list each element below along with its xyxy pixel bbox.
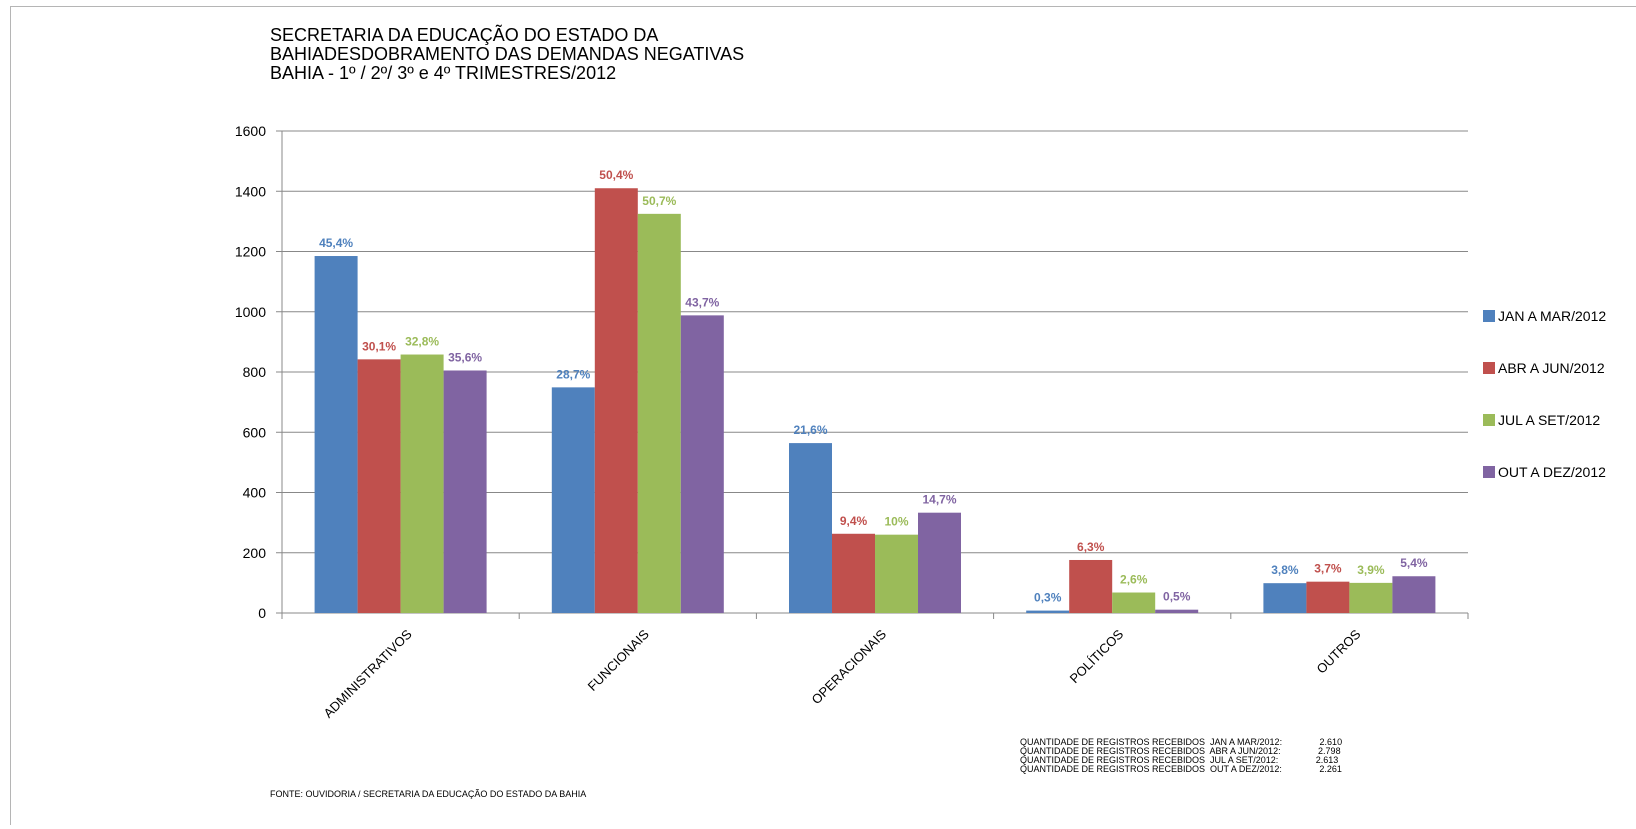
y-tick-label: 600 xyxy=(243,424,267,440)
bar xyxy=(551,387,595,613)
bar xyxy=(443,370,487,613)
y-tick-label: 1000 xyxy=(235,304,266,320)
bar xyxy=(314,256,358,613)
legend-label: OUT A DEZ/2012 xyxy=(1498,464,1606,480)
note-label: QUANTIDADE DE REGISTROS RECEBIDOS JUL A … xyxy=(1020,755,1279,765)
data-label: 0,5% xyxy=(1163,590,1191,604)
data-label: 0,3% xyxy=(1034,591,1062,605)
data-label: 50,4% xyxy=(599,168,633,182)
data-label: 21,6% xyxy=(793,423,827,437)
bar xyxy=(594,188,638,614)
y-tick-label: 1200 xyxy=(235,244,266,260)
x-tick-label: OUTROS xyxy=(1314,626,1364,676)
bar xyxy=(357,359,401,613)
data-label: 32,8% xyxy=(405,335,439,349)
data-label: 50,7% xyxy=(642,194,676,208)
data-label: 14,7% xyxy=(922,493,956,507)
bar xyxy=(1392,576,1436,613)
note-label: QUANTIDADE DE REGISTROS RECEBIDOS OUT A … xyxy=(1020,764,1282,774)
data-label: 2,6% xyxy=(1120,573,1148,587)
note-row: QUANTIDADE DE REGISTROS RECEBIDOS JUL A … xyxy=(1020,756,1342,765)
note-row: QUANTIDADE DE REGISTROS RECEBIDOS ABR A … xyxy=(1020,747,1342,756)
y-tick-label: 0 xyxy=(258,605,266,621)
legend: JAN A MAR/2012 ABR A JUN/2012 JUL A SET/… xyxy=(1483,290,1606,498)
bar xyxy=(1069,559,1113,613)
data-label: 5,4% xyxy=(1400,556,1428,570)
legend-swatch xyxy=(1483,414,1495,426)
legend-swatch xyxy=(1483,466,1495,478)
bar xyxy=(1349,582,1393,613)
data-label: 3,8% xyxy=(1271,563,1299,577)
bar xyxy=(1112,592,1156,613)
x-tick-label: OPERACIONAIS xyxy=(809,626,890,707)
data-label: 43,7% xyxy=(685,295,719,309)
data-label: 10% xyxy=(884,515,908,529)
data-label: 45,4% xyxy=(319,236,353,250)
note-value: 2.798 xyxy=(1318,746,1341,756)
bar xyxy=(400,354,444,613)
data-label: 3,7% xyxy=(1314,562,1342,576)
legend-item-jan-mar: JAN A MAR/2012 xyxy=(1483,290,1606,342)
title-line-3: BAHIA - 1º / 2º/ 3º e 4º TRIMESTRES/2012 xyxy=(270,63,617,83)
title-line-1: SECRETARIA DA EDUCAÇÃO DO ESTADO DA xyxy=(270,25,659,45)
data-label: 9,4% xyxy=(840,514,868,528)
bar xyxy=(680,315,724,613)
legend-swatch xyxy=(1483,362,1495,374)
y-tick-label: 400 xyxy=(243,485,267,501)
chart-title: SECRETARIA DA EDUCAÇÃO DO ESTADO DA BAHI… xyxy=(270,26,744,83)
note-value: 2.261 xyxy=(1319,764,1342,774)
legend-item-out-dez: OUT A DEZ/2012 xyxy=(1483,446,1606,498)
y-tick-label: 1600 xyxy=(235,123,266,139)
note-value: 2.610 xyxy=(1319,737,1343,747)
source-note: FONTE: OUVIDORIA / SECRETARIA DA EDUCAÇÃ… xyxy=(270,789,587,799)
note-label: QUANTIDADE DE REGISTROS RECEBIDOS ABR A … xyxy=(1020,746,1281,756)
note-row: QUANTIDADE DE REGISTROS RECEBIDOS JAN A … xyxy=(1020,738,1342,747)
note-row: QUANTIDADE DE REGISTROS RECEBIDOS OUT A … xyxy=(1020,765,1342,774)
legend-item-jul-set: JUL A SET/2012 xyxy=(1483,394,1606,446)
bar xyxy=(789,443,832,613)
bar xyxy=(875,534,918,613)
data-label: 30,1% xyxy=(362,339,396,353)
data-label: 3,9% xyxy=(1357,563,1385,577)
bar xyxy=(1263,583,1307,613)
registry-notes: QUANTIDADE DE REGISTROS RECEBIDOS JAN A … xyxy=(1020,738,1342,774)
chart-frame xyxy=(10,6,1636,825)
bar xyxy=(1026,610,1070,613)
bar xyxy=(637,213,681,613)
data-label: 35,6% xyxy=(448,350,482,364)
bar xyxy=(1155,609,1199,613)
y-tick-label: 1400 xyxy=(235,183,266,199)
legend-label: JAN A MAR/2012 xyxy=(1498,308,1607,324)
x-tick-label: POLÍTICOS xyxy=(1067,626,1127,686)
y-tick-label: 200 xyxy=(243,545,267,561)
x-tick-label: ADMINISTRATIVOS xyxy=(321,626,415,720)
legend-label: JUL A SET/2012 xyxy=(1498,412,1601,428)
data-label: 6,3% xyxy=(1077,540,1105,554)
data-label: 28,7% xyxy=(556,367,590,381)
bar xyxy=(832,533,875,613)
x-tick-label: FUNCIONAIS xyxy=(585,626,653,694)
bar xyxy=(918,512,961,613)
note-value: 2.613 xyxy=(1315,755,1339,765)
note-label: QUANTIDADE DE REGISTROS RECEBIDOS JAN A … xyxy=(1020,737,1283,747)
y-tick-label: 800 xyxy=(243,364,267,380)
bar xyxy=(1306,581,1350,613)
legend-item-abr-jun: ABR A JUN/2012 xyxy=(1483,342,1606,394)
legend-swatch xyxy=(1483,310,1495,322)
legend-label: ABR A JUN/2012 xyxy=(1498,360,1605,376)
title-line-2: BAHIADESDOBRAMENTO DAS DEMANDAS NEGATIVA… xyxy=(270,44,745,64)
